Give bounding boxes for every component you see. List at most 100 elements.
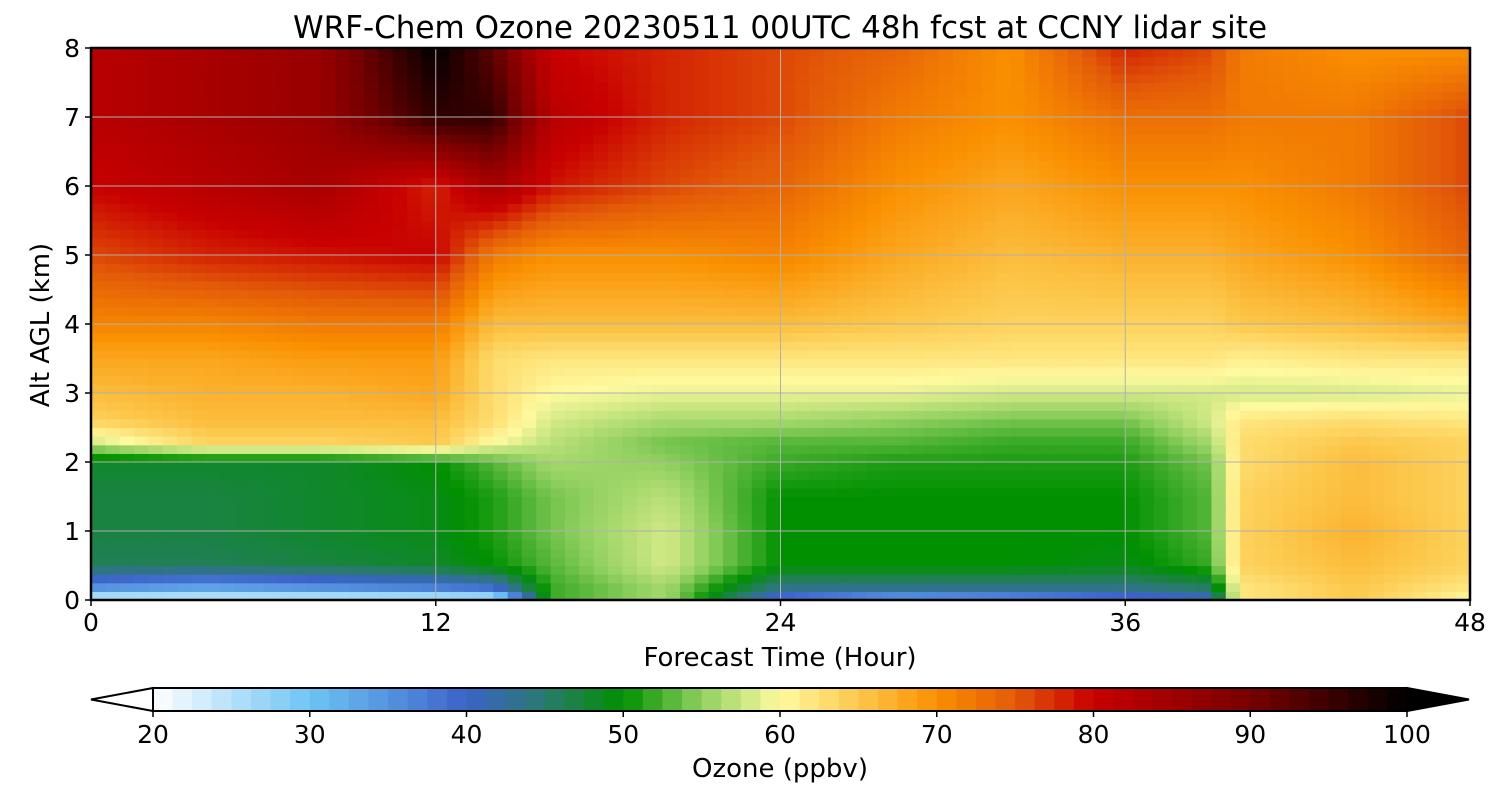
heatmap-cell — [809, 315, 825, 325]
heatmap-cell — [665, 574, 681, 584]
heatmap-cell — [464, 531, 480, 541]
heatmap-cell — [1211, 436, 1227, 446]
heatmap-cell — [1455, 298, 1470, 308]
heatmap-cell — [320, 582, 336, 592]
heatmap-cell — [766, 522, 782, 532]
heatmap-cell — [550, 436, 566, 446]
heatmap-cell — [263, 177, 279, 187]
heatmap-cell — [622, 505, 638, 515]
heatmap-cell — [1311, 531, 1327, 541]
heatmap-cell — [1383, 393, 1399, 403]
heatmap-cell — [1125, 582, 1141, 592]
heatmap-cell — [809, 160, 825, 170]
heatmap-cell — [1240, 444, 1256, 454]
heatmap-cell — [536, 177, 552, 187]
heatmap-cell — [1067, 393, 1083, 403]
heatmap-cell — [823, 444, 839, 454]
heatmap-cell — [1340, 341, 1356, 351]
heatmap-cell — [1225, 556, 1241, 567]
heatmap-cell — [1326, 280, 1342, 291]
heatmap-cell — [148, 280, 164, 291]
heatmap-cell — [852, 358, 868, 368]
heatmap-cell — [277, 531, 293, 541]
heatmap-cell — [1311, 393, 1327, 403]
heatmap-cell — [320, 358, 336, 368]
heatmap-cell — [1369, 220, 1385, 230]
heatmap-cell — [450, 220, 466, 230]
heatmap-cell — [493, 186, 509, 196]
heatmap-cell — [1153, 427, 1169, 437]
heatmap-cell — [162, 539, 178, 549]
heatmap-cell — [1268, 384, 1284, 394]
heatmap-cell — [263, 160, 279, 170]
heatmap-cell — [435, 298, 451, 308]
heatmap-cell — [1082, 574, 1098, 584]
heatmap-cell — [1053, 367, 1069, 377]
heatmap-cell — [191, 496, 207, 506]
heatmap-cell — [162, 375, 178, 385]
heatmap-cell — [823, 436, 839, 446]
heatmap-cell — [1441, 548, 1457, 558]
heatmap-cell — [579, 358, 595, 368]
heatmap-cell — [1412, 436, 1428, 446]
heatmap-cell — [1340, 367, 1356, 377]
heatmap-cell — [1383, 263, 1399, 273]
heatmap-cell — [450, 384, 466, 394]
heatmap-cell — [306, 574, 322, 584]
heatmap-cell — [1297, 436, 1313, 446]
heatmap-cell — [1240, 436, 1256, 446]
heatmap-cell — [636, 341, 652, 351]
heatmap-cell — [1398, 246, 1414, 256]
heatmap-cell — [1110, 194, 1126, 204]
heatmap-cell — [493, 263, 509, 273]
heatmap-cell — [1441, 203, 1457, 213]
heatmap-cell — [177, 211, 193, 222]
heatmap-cell — [320, 332, 336, 342]
heatmap-cell — [407, 496, 422, 506]
heatmap-cell — [378, 186, 394, 196]
heatmap-cell — [679, 393, 695, 403]
heatmap-cell — [837, 280, 853, 291]
heatmap-cell — [665, 349, 681, 360]
heatmap-cell — [507, 522, 523, 532]
heatmap-cell — [536, 375, 552, 385]
heatmap-cell — [478, 531, 494, 541]
heatmap-cell — [306, 582, 322, 592]
heatmap-cell — [249, 220, 264, 230]
heatmap-cell — [1039, 548, 1055, 558]
heatmap-cell — [837, 358, 853, 368]
heatmap-cell — [1355, 255, 1371, 265]
heatmap-cell — [1369, 496, 1385, 506]
heatmap-cell — [1168, 453, 1184, 463]
heatmap-cell — [651, 332, 667, 342]
heatmap-cell — [478, 203, 494, 213]
heatmap-cell — [622, 462, 638, 472]
heatmap-cell — [1096, 255, 1112, 265]
heatmap-cell — [1268, 513, 1284, 523]
heatmap-cell — [1096, 453, 1112, 463]
heatmap-cell — [177, 444, 193, 454]
heatmap-cell — [924, 229, 940, 239]
heatmap-cell — [550, 531, 566, 541]
heatmap-cell — [1268, 341, 1284, 351]
heatmap-cell — [148, 289, 164, 299]
heatmap-cell — [1182, 505, 1198, 515]
heatmap-cell — [1283, 358, 1299, 368]
heatmap-cell — [234, 324, 250, 334]
heatmap-cell — [995, 160, 1011, 170]
heatmap-cell — [981, 505, 997, 515]
heatmap-cell — [679, 358, 695, 368]
heatmap-cell — [306, 556, 322, 567]
heatmap-cell — [794, 470, 810, 480]
heatmap-cell — [464, 453, 480, 463]
heatmap-cell — [1369, 574, 1385, 584]
heatmap-cell — [464, 384, 480, 394]
heatmap-cell — [450, 255, 466, 265]
heatmap-cell — [751, 548, 767, 558]
heatmap-cell — [191, 513, 207, 523]
heatmap-cell — [363, 315, 379, 325]
heatmap-cell — [636, 574, 652, 584]
heatmap-cell — [909, 539, 925, 549]
heatmap-cell — [1311, 229, 1327, 239]
heatmap-cell — [1383, 401, 1399, 411]
